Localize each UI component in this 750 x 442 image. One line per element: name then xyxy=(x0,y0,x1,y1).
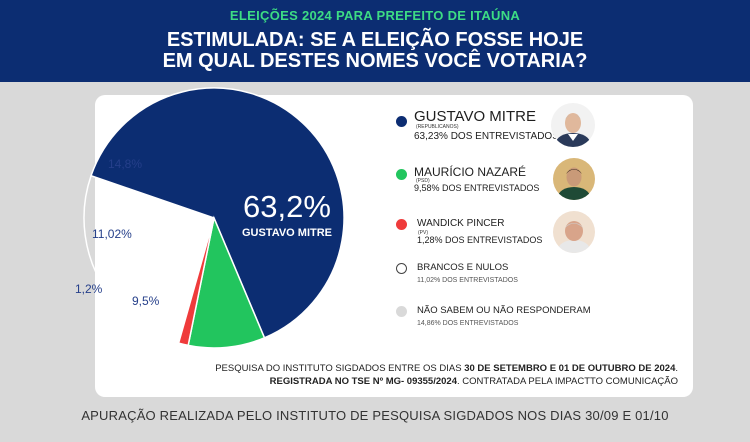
footnote-line-1-prefix: PESQUISA DO INSTITUTO SIGDADOS ENTRE OS … xyxy=(215,363,465,374)
pie-slice-1 xyxy=(187,215,266,349)
slice-label-nao-sabem: 14,8% xyxy=(108,157,143,171)
slice-label-mauricio: 9,5% xyxy=(132,294,160,308)
footnote-line-2-suffix: . CONTRATADA PELA IMPACTTO COMUNICAÇÃO xyxy=(457,376,678,387)
legend-dot-nao-sabem xyxy=(396,306,407,317)
footnote-line-1-suffix: . xyxy=(675,363,678,374)
legend-dot-wandick xyxy=(396,219,407,230)
legend-party-gustavo: (REPUBLICANOS) xyxy=(416,124,459,130)
slice-label-gustavo-name: GUSTAVO MITRE xyxy=(241,227,333,239)
pie-slice-2 xyxy=(177,217,215,347)
legend-dot-brancos-nulos xyxy=(396,263,407,274)
legend-pct-brancos-nulos: 11,02% DOS ENTREVISTADOS xyxy=(417,277,518,284)
slice-label-wandick: 1,2% xyxy=(75,282,103,296)
avatar-wandick xyxy=(553,211,595,253)
footnote-line-1-dates: 30 DE SETEMBRO E 01 DE OUTUBRO DE 2024 xyxy=(464,363,676,374)
legend-name-gustavo: GUSTAVO MITRE xyxy=(414,108,536,125)
avatar-mauricio xyxy=(553,158,595,200)
legend-party-mauricio: (PSD) xyxy=(416,178,430,184)
legend-party-wandick: (PV) xyxy=(418,230,428,236)
title-line-2: EM QUAL DESTES NOMES VOCÊ VOTARIA? xyxy=(162,50,588,72)
title-line-1: ESTIMULADA: SE A ELEIÇÃO FOSSE HOJE xyxy=(166,29,584,51)
footnote-line-2: REGISTRADA NO TSE Nº MG- 09355/2024. CON… xyxy=(96,376,678,387)
legend-name-wandick: WANDICK PINCER xyxy=(417,218,505,229)
avatar-gustavo xyxy=(551,103,595,147)
slice-label-gustavo-pct: 63,2% xyxy=(243,189,331,224)
legend-dot-mauricio xyxy=(396,169,407,180)
legend-pct-nao-sabem: 14,86% DOS ENTREVISTADOS xyxy=(417,320,519,327)
slice-label-brancos-nulos: 11,02% xyxy=(92,227,132,241)
legend-dot-gustavo xyxy=(396,116,407,127)
legend-pct-gustavo: 63,23% DOS ENTREVISTADOS xyxy=(414,131,559,142)
header-banner: ELEIÇÕES 2024 PARA PREFEITO DE ITAÚNA ES… xyxy=(0,0,750,82)
pie-slices-front xyxy=(90,87,345,349)
legend-name-mauricio: MAURÍCIO NAZARÉ xyxy=(414,165,527,179)
bottom-caption: APURAÇÃO REALIZADA PELO INSTITUTO DE PES… xyxy=(81,408,669,423)
pie-slice-0 xyxy=(90,87,345,339)
legend-name-nao-sabem: NÃO SABEM OU NÃO RESPONDERAM xyxy=(417,305,591,316)
legend-pct-wandick: 1,28% DOS ENTREVISTADOS xyxy=(417,235,543,245)
footnote-line-2-registration: REGISTRADA NO TSE Nº MG- 09355/2024 xyxy=(269,376,457,387)
legend-name-brancos-nulos: BRANCOS E NULOS xyxy=(417,262,509,273)
footnote-line-1: PESQUISA DO INSTITUTO SIGDADOS ENTRE OS … xyxy=(96,363,678,374)
page-title: ESTIMULADA: SE A ELEIÇÃO FOSSE HOJE EM Q… xyxy=(0,30,750,72)
supertitle: ELEIÇÕES 2024 PARA PREFEITO DE ITAÚNA xyxy=(229,8,521,23)
legend-pct-mauricio: 9,58% DOS ENTREVISTADOS xyxy=(414,183,540,193)
